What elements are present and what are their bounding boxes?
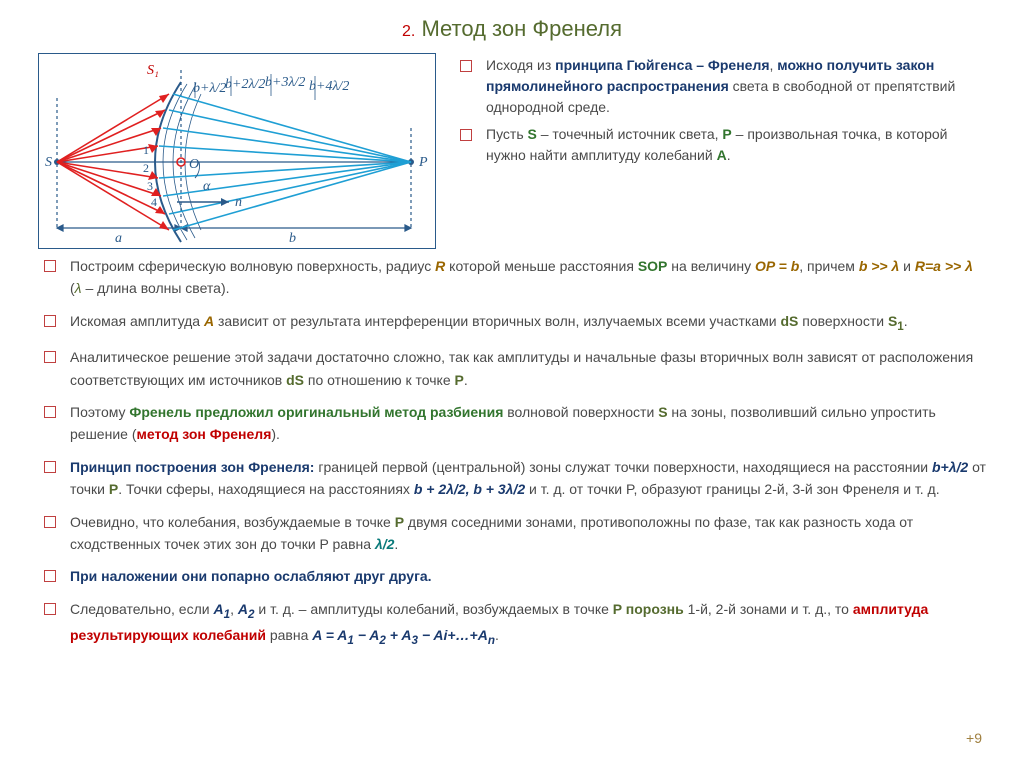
a-label: a [115,231,122,246]
top-bullet-list: Исходя из принципа Гюйгенса – Френеля, м… [454,55,986,166]
top-text-block: Исходя из принципа Гюйгенса – Френеля, м… [454,53,986,249]
main-list: Построим сферическую волновую поверхност… [38,255,986,651]
title-number: 2. [402,23,415,40]
slide-number: +9 [966,728,982,749]
svg-text:4: 4 [151,195,157,209]
svg-text:O: O [189,157,199,172]
top-bullet-1: Исходя из принципа Гюйгенса – Френеля, м… [454,55,986,118]
bullet-2: Искомая амплитуда A зависит от результат… [38,310,986,336]
svg-text:3: 3 [147,179,153,193]
top-bullet-2: Пусть S – точечный источник света, P – п… [454,124,986,166]
bullet-3: Аналитическое решение этой задачи достат… [38,346,986,391]
top-row: a b S P [38,53,986,249]
svg-text:S₁: S₁ [147,63,159,78]
svg-text:b+λ/2: b+λ/2 [193,81,226,96]
svg-text:2: 2 [143,161,149,175]
svg-text:1: 1 [143,143,149,157]
svg-text:P: P [418,155,428,170]
bullet-7: При наложении они попарно ослабляют друг… [38,565,986,587]
svg-text:n⃗: n⃗ [235,195,253,210]
bullet-6: Очевидно, что колебания, возбуждаемые в … [38,511,986,556]
title-text: Метод зон Френеля [421,16,622,41]
fresnel-diagram: a b S P [38,53,436,249]
bullet-8: Следовательно, если A1, A2 и т. д. – амп… [38,598,986,651]
diagram-container: a b S P [38,53,436,249]
bullet-1: Построим сферическую волновую поверхност… [38,255,986,300]
b-label: b [289,231,296,246]
bullet-4: Поэтому Френель предложил оригинальный м… [38,401,986,446]
main-bullet-list: Построим сферическую волновую поверхност… [38,255,986,651]
svg-text:α: α [203,179,211,194]
slide-title: 2. Метод зон Френеля [38,12,986,45]
svg-text:S: S [45,155,52,170]
bullet-5: Принцип построения зон Френеля: границей… [38,456,986,501]
